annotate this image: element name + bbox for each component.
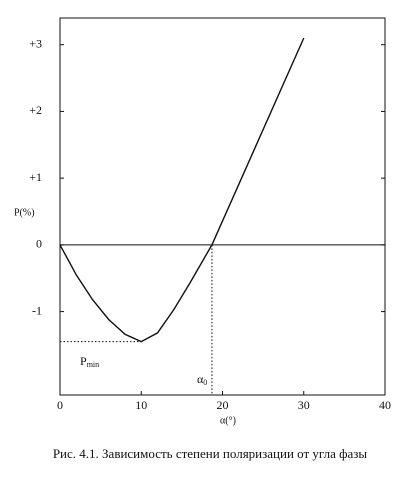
y-tick-label: 0: [36, 237, 42, 251]
pmin-label: Pmin: [80, 354, 99, 369]
x-tick-label: 20: [217, 398, 229, 412]
caption: Рис. 4.1. Зависимость степени поляризаци…: [53, 446, 368, 461]
x-axis-label: α(°): [220, 415, 236, 426]
plot-frame: [59, 17, 386, 396]
alpha0-sub: 0: [203, 378, 207, 387]
pmin-sub: min: [87, 360, 99, 369]
y-tick-label: +1: [29, 170, 42, 184]
y-axis-label: P(%): [14, 207, 35, 218]
x-tick-label: 30: [298, 398, 310, 412]
x-tick-label: 40: [379, 398, 391, 412]
y-tick-label: +3: [29, 36, 42, 50]
alpha0-main: α: [197, 372, 204, 386]
y-tick-label: +2: [29, 103, 42, 117]
x-tick-label: 10: [135, 398, 147, 412]
pmin-main: P: [80, 354, 87, 368]
x-tick-label: 0: [57, 398, 63, 412]
alpha0-label: α0: [197, 372, 207, 387]
data-line: [59, 37, 305, 343]
y-tick-label: -1: [32, 303, 42, 317]
